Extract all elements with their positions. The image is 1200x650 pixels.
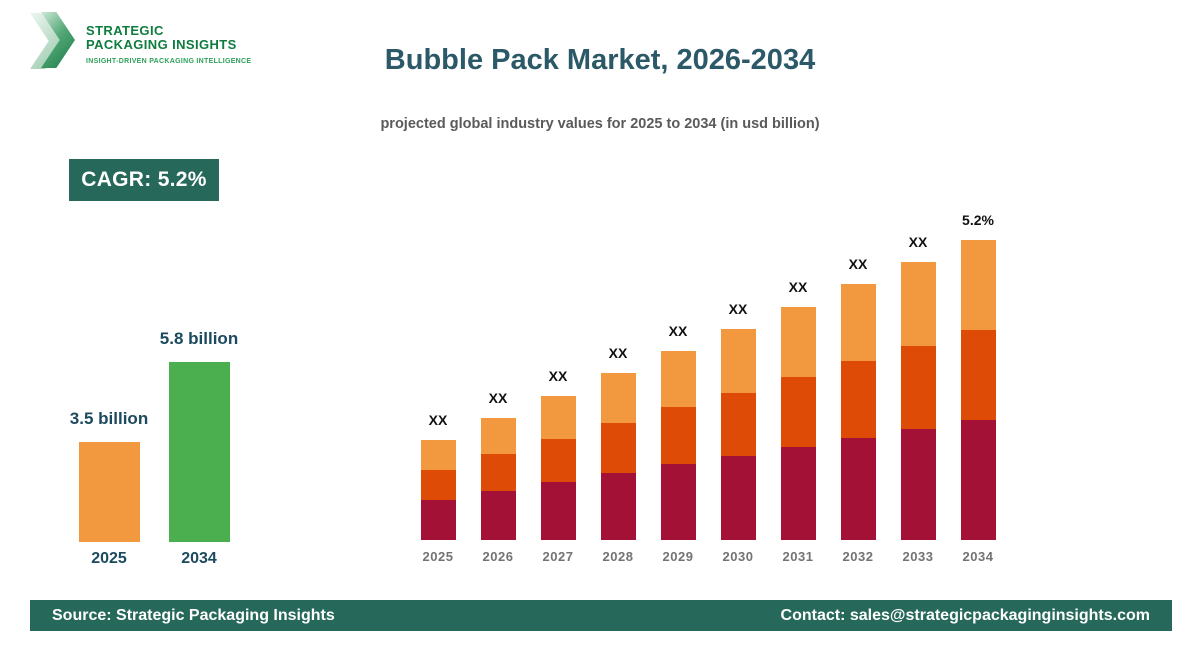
brand-tagline: INSIGHT-DRIVEN PACKAGING INTELLIGENCE bbox=[86, 58, 252, 65]
stacked-bar bbox=[660, 351, 696, 540]
bar-value-label: XX bbox=[488, 390, 508, 406]
bar-segment-middle bbox=[780, 377, 816, 447]
projection-chart: XX 2025 XX 2026 XX 2027 XX 2028 XX 2029 XX 2030 XX 20… bbox=[408, 172, 1008, 564]
bar-year-label: 2032 bbox=[842, 549, 874, 564]
stacked-bar bbox=[480, 418, 516, 540]
footer-bar: Source: Strategic Packaging Insights Con… bbox=[30, 600, 1172, 631]
bar-value-label: XX bbox=[908, 234, 928, 250]
bar-segment-bottom bbox=[420, 500, 456, 540]
summary-bar-group: 5.8 billion 2034 bbox=[154, 314, 244, 568]
stacked-bar-group: XX 2032 bbox=[828, 172, 888, 564]
stacked-bar bbox=[780, 307, 816, 540]
bar-year-label: 2033 bbox=[902, 549, 934, 564]
bar-segment-bottom bbox=[900, 429, 936, 540]
page-title: Bubble Pack Market, 2026-2034 bbox=[384, 44, 816, 76]
stacked-bar-group: 5.2% 2034 bbox=[948, 172, 1008, 564]
stacked-bar bbox=[600, 373, 636, 540]
bar-value-label: XX bbox=[428, 412, 448, 428]
stacked-bar-group: XX 2026 bbox=[468, 172, 528, 564]
brand-name-line2: PACKAGING INSIGHTS bbox=[86, 37, 237, 52]
bar-segment-bottom bbox=[720, 456, 756, 540]
bar-year-label: 2026 bbox=[482, 549, 514, 564]
bar-year-label: 2027 bbox=[542, 549, 574, 564]
summary-bar bbox=[168, 362, 230, 542]
bar-segment-bottom bbox=[960, 420, 996, 540]
summary-bar-group: 3.5 billion 2025 bbox=[64, 314, 154, 568]
stacked-bar bbox=[840, 284, 876, 540]
bar-value-label: XX bbox=[848, 256, 868, 272]
bar-segment-top bbox=[960, 240, 996, 330]
bar-segment-top bbox=[420, 440, 456, 470]
stacked-bar-group: XX 2027 bbox=[528, 172, 588, 564]
stacked-bar bbox=[900, 262, 936, 540]
bar-value-label: XX bbox=[548, 368, 568, 384]
brand-name-line1: STRATEGIC bbox=[86, 23, 164, 38]
bar-value-label: XX bbox=[668, 323, 688, 339]
bar-segment-middle bbox=[660, 407, 696, 464]
footer-source: Source: Strategic Packaging Insights bbox=[52, 606, 335, 624]
stacked-bar-group: XX 2025 bbox=[408, 172, 468, 564]
bar-segment-middle bbox=[600, 423, 636, 473]
bar-segment-bottom bbox=[660, 464, 696, 540]
bar-year-label: 2034 bbox=[962, 549, 994, 564]
bar-segment-bottom bbox=[780, 447, 816, 540]
bar-value-label: XX bbox=[608, 345, 628, 361]
bar-segment-top bbox=[900, 262, 936, 346]
stacked-bar-group: XX 2031 bbox=[768, 172, 828, 564]
page-subtitle: projected global industry values for 202… bbox=[380, 116, 820, 132]
bar-segment-middle bbox=[420, 470, 456, 500]
bar-year-label: 2030 bbox=[722, 549, 754, 564]
bar-year-label: 2029 bbox=[662, 549, 694, 564]
bar-value-label: XX bbox=[728, 301, 748, 317]
stacked-bar-group: XX 2028 bbox=[588, 172, 648, 564]
bar-segment-middle bbox=[900, 346, 936, 429]
brand-logo: STRATEGIC PACKAGING INSIGHTS INSIGHT-DRI… bbox=[30, 12, 251, 70]
bar-segment-middle bbox=[540, 439, 576, 482]
bar-segment-top bbox=[780, 307, 816, 377]
bar-year-label: 2031 bbox=[782, 549, 814, 564]
summary-chart: 3.5 billion 2025 5.8 billion 2034 bbox=[64, 314, 244, 568]
bar-segment-middle bbox=[840, 361, 876, 438]
stacked-bar-group: XX 2029 bbox=[648, 172, 708, 564]
summary-year-label: 2034 bbox=[181, 550, 217, 567]
brand-name: STRATEGIC PACKAGING INSIGHTS INSIGHT-DRI… bbox=[86, 12, 252, 66]
summary-value-label: 3.5 billion bbox=[69, 409, 149, 428]
bar-segment-middle bbox=[960, 330, 996, 420]
summary-year-label: 2025 bbox=[91, 550, 127, 567]
bar-segment-top bbox=[480, 418, 516, 454]
bar-segment-bottom bbox=[600, 473, 636, 540]
bar-segment-top bbox=[720, 329, 756, 393]
bar-segment-bottom bbox=[480, 491, 516, 540]
bar-value-label: XX bbox=[788, 279, 808, 295]
stacked-bar-group: XX 2033 bbox=[888, 172, 948, 564]
bar-value-label: 5.2% bbox=[962, 212, 994, 228]
stacked-bar bbox=[960, 240, 996, 540]
bar-segment-bottom bbox=[540, 482, 576, 540]
bar-segment-top bbox=[840, 284, 876, 361]
stacked-bar bbox=[540, 396, 576, 540]
bar-segment-bottom bbox=[840, 438, 876, 540]
summary-bar bbox=[78, 442, 140, 542]
chevron-arrow-icon bbox=[30, 12, 78, 70]
bar-segment-middle bbox=[480, 454, 516, 491]
stacked-bar bbox=[420, 440, 456, 540]
bar-segment-top bbox=[600, 373, 636, 423]
bar-segment-top bbox=[540, 396, 576, 439]
bar-segment-middle bbox=[720, 393, 756, 456]
bar-segment-top bbox=[660, 351, 696, 407]
footer-contact: Contact: sales@strategicpackaginginsight… bbox=[780, 606, 1150, 624]
bar-year-label: 2025 bbox=[422, 549, 454, 564]
summary-value-label: 5.8 billion bbox=[159, 329, 239, 348]
stacked-bar-group: XX 2030 bbox=[708, 172, 768, 564]
cagr-badge: CAGR: 5.2% bbox=[69, 159, 219, 201]
stacked-bar bbox=[720, 329, 756, 540]
bar-year-label: 2028 bbox=[602, 549, 634, 564]
